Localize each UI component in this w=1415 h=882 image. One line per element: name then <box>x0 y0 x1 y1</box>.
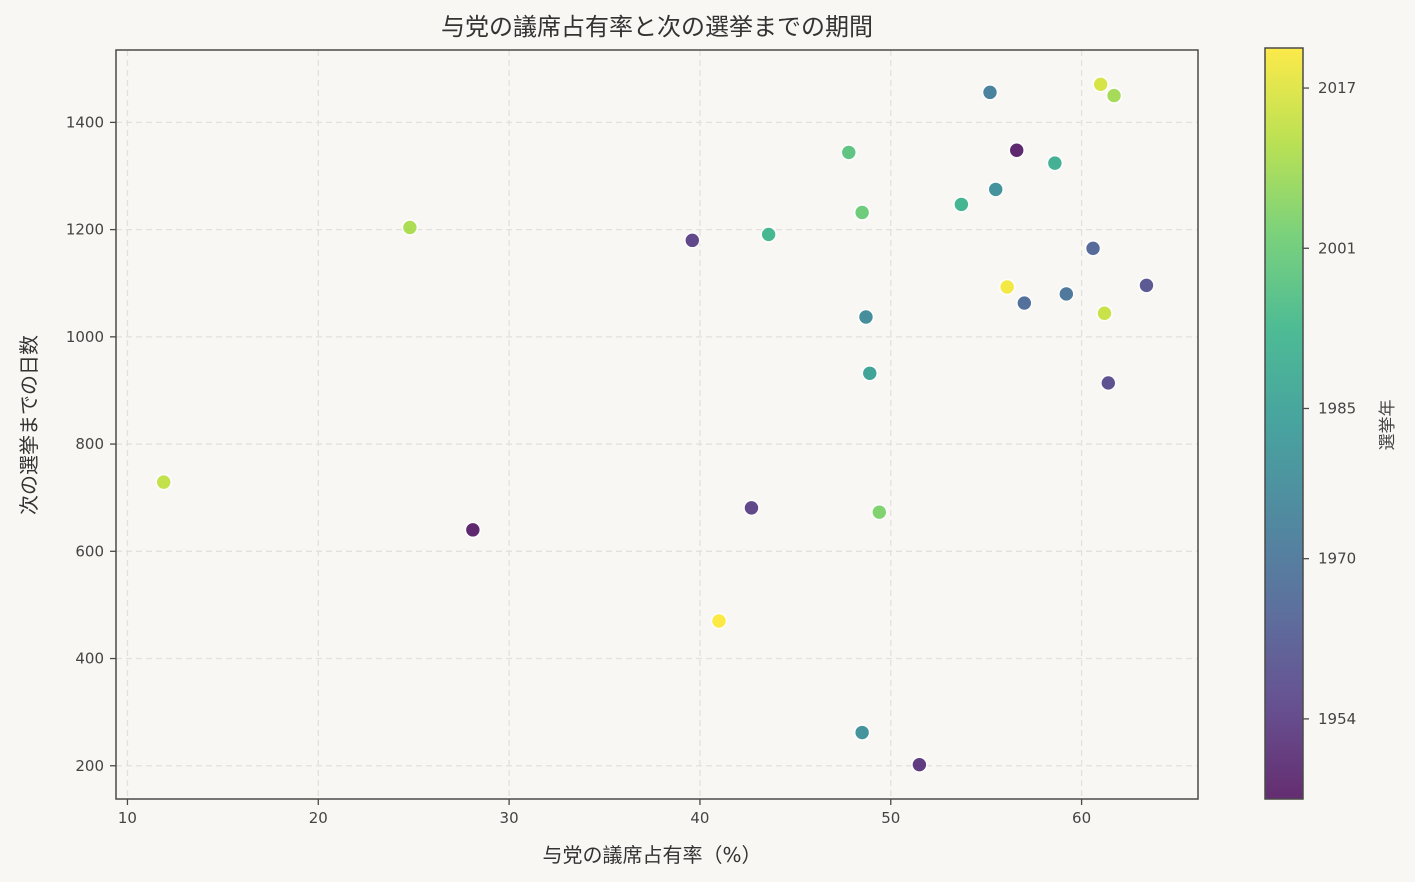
y-tick-label: 1000 <box>66 328 104 346</box>
data-point <box>1100 374 1117 392</box>
data-point <box>464 521 482 539</box>
data-point <box>155 473 173 491</box>
data-point <box>1046 154 1064 172</box>
data-point <box>981 84 999 101</box>
x-tick-label: 10 <box>118 809 137 827</box>
data-point <box>1016 294 1033 312</box>
y-tick-label: 1400 <box>66 113 104 131</box>
data-point <box>987 181 1005 198</box>
data-point <box>1084 240 1102 257</box>
data-point <box>911 756 928 773</box>
data-point <box>871 503 888 521</box>
x-tick-label: 50 <box>881 809 900 827</box>
data-point <box>401 219 419 236</box>
x-tick-label: 30 <box>500 809 519 827</box>
data-point <box>760 226 777 243</box>
colorbar-tick-label: 2017 <box>1318 79 1356 97</box>
y-tick-label: 1200 <box>66 221 104 239</box>
data-points <box>155 76 1155 773</box>
colorbar-frame <box>1264 47 1304 800</box>
y-axis-label: 次の選挙までの日数 <box>17 335 41 515</box>
data-point <box>1096 304 1113 322</box>
data-point <box>861 364 879 382</box>
x-tick-label: 20 <box>309 809 328 827</box>
data-point <box>710 612 728 630</box>
colorbar-ticks: 1954 1970 1985 2001 2017 <box>1303 79 1356 728</box>
data-point <box>953 196 970 213</box>
data-point <box>1092 76 1109 93</box>
data-point <box>1058 285 1075 303</box>
data-point <box>1105 87 1123 104</box>
x-tick-label: 40 <box>690 809 709 827</box>
x-axis-label: 与党の議席占有率（%） <box>542 843 761 867</box>
colorbar: 1954 1970 1985 2001 2017 選挙年 <box>1264 47 1398 800</box>
data-point <box>684 232 701 249</box>
colorbar-label: 選挙年 <box>1378 400 1398 451</box>
y-axis: 200 400 600 800 1000 1200 1400 <box>66 113 116 775</box>
grid-lines <box>116 50 1198 799</box>
colorbar-tick-label: 1970 <box>1318 550 1356 568</box>
y-tick-label: 600 <box>75 542 104 560</box>
chart-title: 与党の議席占有率と次の選挙までの期間 <box>441 13 873 41</box>
plot-frame <box>115 49 1199 800</box>
data-point <box>998 278 1016 296</box>
y-tick-label: 400 <box>75 650 104 668</box>
data-point <box>853 724 871 741</box>
colorbar-tick-label: 1954 <box>1318 710 1356 728</box>
colorbar-tick-label: 1985 <box>1318 399 1356 417</box>
y-tick-label: 200 <box>75 757 104 775</box>
x-axis: 10 20 30 40 50 60 <box>118 799 1091 827</box>
data-point <box>743 499 760 517</box>
y-tick-label: 800 <box>75 435 104 453</box>
data-point <box>857 308 875 326</box>
colorbar-gradient <box>1265 48 1303 799</box>
data-point <box>853 204 871 221</box>
data-point <box>1138 277 1155 294</box>
data-point <box>840 144 858 161</box>
colorbar-tick-label: 2001 <box>1318 239 1356 257</box>
data-point <box>1008 141 1026 159</box>
x-tick-label: 60 <box>1072 809 1091 827</box>
